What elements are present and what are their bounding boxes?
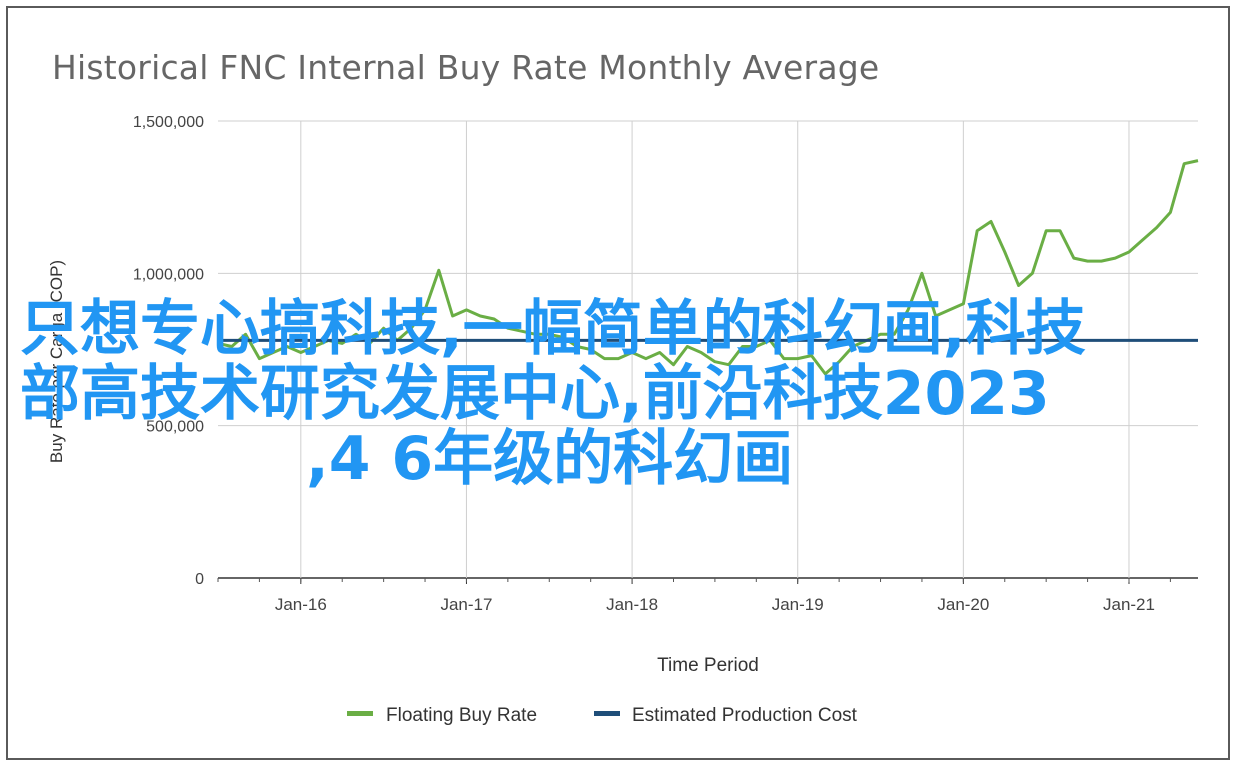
y-axis-title: Buy Rate per Carga (COP) (47, 260, 66, 463)
legend-label: Estimated Production Cost (632, 705, 858, 726)
legend-swatch (594, 711, 620, 716)
x-axis-title: Time Period (657, 655, 759, 676)
x-tick-label: Jan-18 (606, 595, 658, 614)
y-tick-label: 0 (195, 571, 204, 588)
x-tick-label: Jan-21 (1103, 595, 1155, 614)
y-tick-label: 1,000,000 (133, 266, 204, 283)
x-tick-label: Jan-20 (937, 595, 989, 614)
y-tick-label: 500,000 (146, 419, 204, 436)
legend-swatch (347, 711, 373, 716)
x-tick-label: Jan-16 (275, 595, 327, 614)
legend-label: Floating Buy Rate (386, 705, 537, 726)
x-tick-label: Jan-17 (440, 595, 492, 614)
chart-title: Historical FNC Internal Buy Rate Monthly… (52, 48, 880, 87)
y-tick-label: 1,500,000 (133, 114, 204, 131)
series-line-floating-buy-rate (217, 159, 1199, 376)
chart-frame: Historical FNC Internal Buy Rate Monthly… (6, 6, 1230, 760)
x-tick-label: Jan-19 (772, 595, 824, 614)
